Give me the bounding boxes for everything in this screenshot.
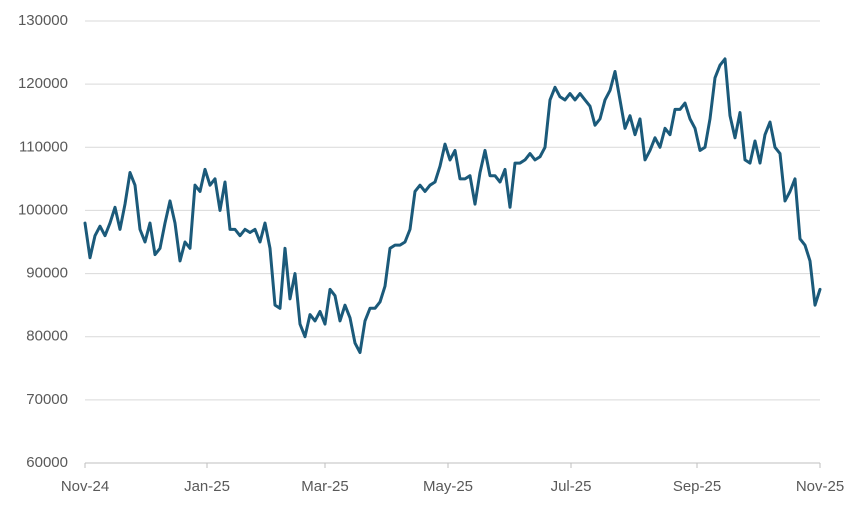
y-tick-label: 60000 (26, 454, 68, 471)
x-tick-label: Nov-25 (796, 478, 844, 495)
y-tick-label: 100000 (18, 201, 68, 218)
x-tick-label: Nov-24 (61, 478, 109, 495)
price-line (83, 57, 822, 354)
x-tick-label: Jan-25 (184, 478, 230, 495)
y-tick-label: 130000 (18, 12, 68, 29)
x-tick-label: May-25 (423, 478, 473, 495)
y-tick-label: 90000 (26, 265, 68, 282)
y-tick-label: 120000 (18, 75, 68, 92)
x-tick-label: Mar-25 (301, 478, 349, 495)
y-tick-label: 110000 (19, 138, 68, 155)
y-tick-label: 70000 (26, 391, 68, 408)
y-tick-label: 80000 (26, 328, 68, 345)
x-tick-label: Sep-25 (673, 478, 721, 495)
x-tick-label: Jul-25 (551, 478, 592, 495)
